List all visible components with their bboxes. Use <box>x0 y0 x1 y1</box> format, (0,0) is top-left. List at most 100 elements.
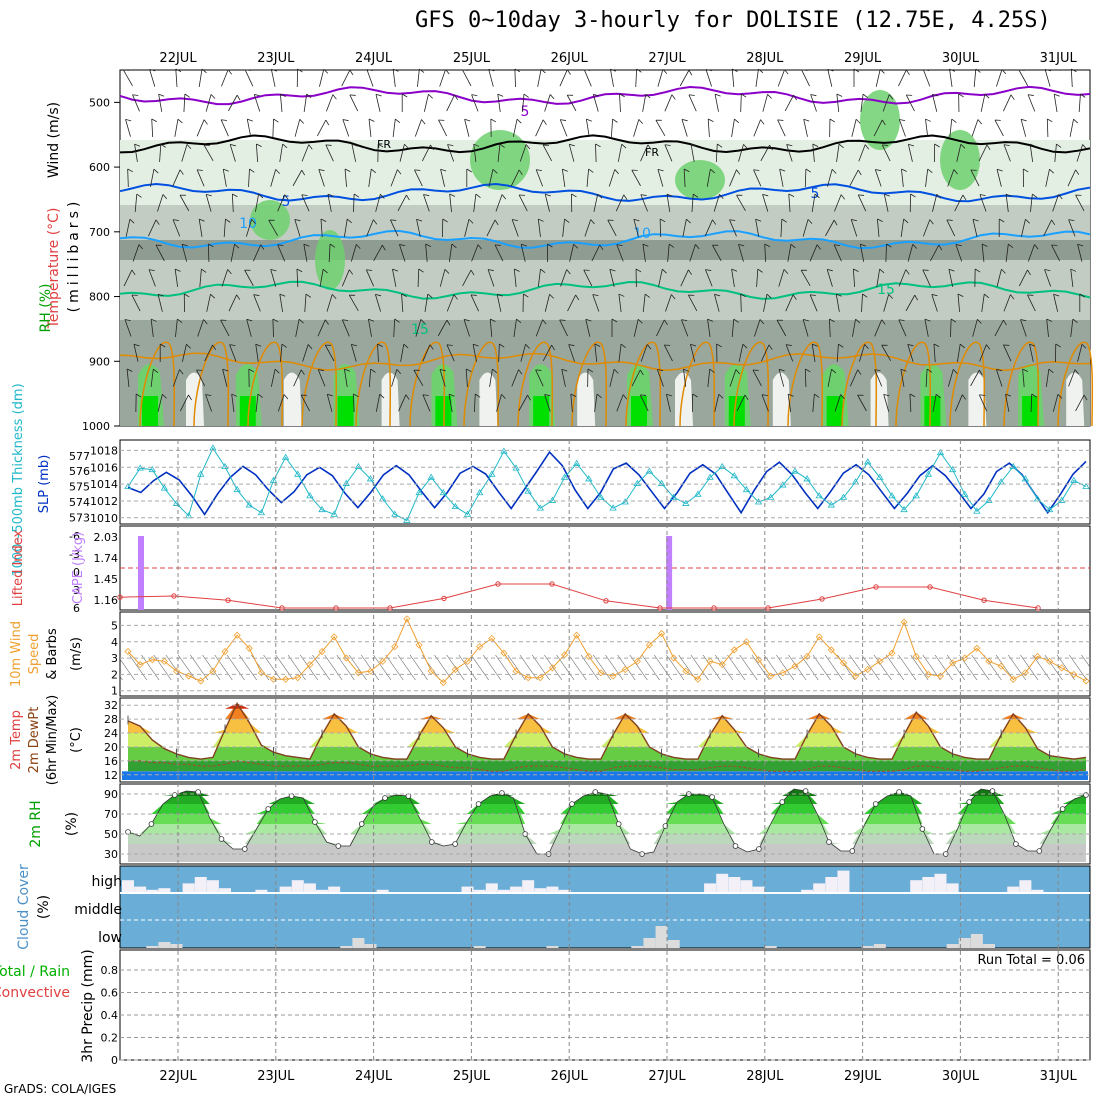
wind-barb-flag <box>521 243 527 247</box>
wind-barb-flag <box>155 219 160 225</box>
wind-barb-staff <box>731 269 735 287</box>
wind-barb <box>353 193 360 213</box>
thickness-point <box>1045 505 1054 513</box>
wind-barb-flag <box>1005 193 1012 197</box>
wind-barb <box>1053 93 1060 112</box>
wind-barb-staff <box>994 119 1004 137</box>
wind-barb-staff <box>344 168 347 188</box>
wind-barb-flag <box>414 169 421 171</box>
wind-barb-flag <box>705 269 712 271</box>
wind-barb-staff <box>707 369 711 387</box>
wind-barb <box>631 169 641 187</box>
slp-label: SLP (mb) <box>37 455 52 514</box>
wind-barb-flag <box>129 218 135 224</box>
wind-barb <box>570 393 577 413</box>
wind-barb-flag <box>926 368 933 373</box>
wind-barb-flag <box>757 268 763 273</box>
wind-barb-flag <box>227 269 232 275</box>
wind-barb-staff <box>377 343 379 363</box>
wind-barb-staff <box>972 319 978 337</box>
cloud-high-bar <box>461 886 474 893</box>
wind-barb <box>583 269 593 287</box>
wind-barb-staff <box>752 369 762 387</box>
wind-barb-staff <box>471 244 479 262</box>
wind-barb <box>197 319 208 337</box>
thickness-point <box>281 453 290 460</box>
thickness-point <box>233 485 241 493</box>
wind-barb-flag <box>731 268 738 272</box>
wind-barb-flag <box>158 93 165 97</box>
wind-barb-staff <box>424 294 429 312</box>
thickness-point <box>973 507 981 514</box>
wind-barb <box>231 393 238 412</box>
wind-barb-flag <box>1029 143 1036 147</box>
wind-barb-flag <box>612 118 618 123</box>
wind-barb-flag <box>175 68 182 73</box>
wind-barb-staff <box>1020 219 1026 237</box>
wind-barb <box>203 144 214 161</box>
wind-barb-flag <box>690 343 697 347</box>
wind-barb-flag <box>647 144 652 150</box>
rh-bright-column <box>924 396 941 426</box>
wind-speed-point <box>658 630 666 638</box>
wind-barb-flag <box>735 369 740 375</box>
wind-barb <box>688 94 697 112</box>
contour-label-5: 5 <box>282 194 291 210</box>
wind-barb-staff <box>688 94 697 112</box>
wind-barb-flag <box>705 69 712 72</box>
wind-speed-point <box>645 641 654 649</box>
wind-barb-staff <box>375 394 381 412</box>
wind-barb-flag <box>900 368 907 372</box>
wind-barb <box>786 144 793 162</box>
wind-barb-flag <box>636 68 642 73</box>
wind-barb-staff <box>631 169 641 187</box>
wind-barb-flag <box>294 219 301 222</box>
wind-barb-staff <box>292 169 303 187</box>
wind-barb <box>304 293 312 313</box>
cape-tick-label: 1.16 <box>94 594 119 607</box>
wind-barb <box>255 343 262 362</box>
wind-speed-point <box>573 631 581 639</box>
wind-barb-staff <box>324 344 335 362</box>
wind-barb <box>764 243 771 263</box>
wind-barb <box>642 93 651 112</box>
wind-barb <box>296 68 303 88</box>
wind-barb-flag <box>972 218 979 222</box>
wind-barb <box>497 143 505 162</box>
wind-speed-point <box>463 657 472 665</box>
wind-barb-staff <box>518 394 528 412</box>
wind-barb-staff <box>172 369 180 387</box>
wind-barb-flag <box>1048 368 1054 374</box>
wind-barb <box>591 244 604 262</box>
precip-tick-label: 0.4 <box>101 1009 119 1022</box>
wind-barb <box>399 244 406 262</box>
wind-barb-staff <box>496 294 502 312</box>
wind-barb-staff <box>196 369 206 387</box>
rh-green-patch <box>315 230 345 290</box>
temp-tick-label: 12 <box>104 769 118 782</box>
precip-tick-label: 0.2 <box>101 1032 119 1045</box>
wind-barb-flag <box>836 293 842 297</box>
li-label: Lifted Index <box>11 529 26 606</box>
wind-barb <box>705 69 712 87</box>
wind-barb <box>1018 269 1031 287</box>
rh-point <box>756 846 762 852</box>
wind-speed-point <box>330 633 338 641</box>
wind-barb-staff <box>270 169 277 187</box>
wind-barb-staff <box>303 94 308 112</box>
wind-barb-staff <box>270 269 277 287</box>
wind-barb-staff <box>731 318 735 338</box>
wind-barb-flag <box>536 169 542 172</box>
wind-barb <box>462 69 472 87</box>
wind-barb-flag <box>633 218 640 222</box>
wind-barb <box>513 268 520 287</box>
wind-barb-staff <box>277 194 286 212</box>
wind-barb-staff <box>422 344 431 362</box>
wind-barb-flag <box>640 394 647 396</box>
wind-barb <box>272 118 279 138</box>
wind-barb-staff <box>714 394 720 412</box>
wind-speed-point <box>245 644 253 652</box>
slp-tick-label: 1014 <box>90 478 118 491</box>
wind-barb <box>635 68 642 88</box>
